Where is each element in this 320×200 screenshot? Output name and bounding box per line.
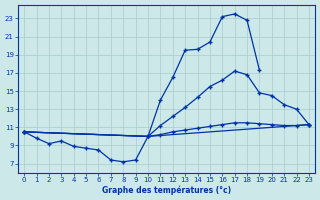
X-axis label: Graphe des températures (°c): Graphe des températures (°c) bbox=[102, 186, 231, 195]
